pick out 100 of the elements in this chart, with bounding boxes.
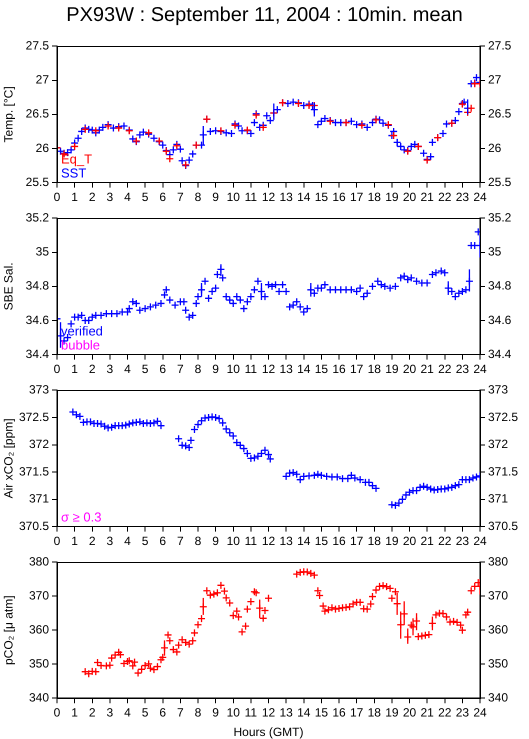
x-tick-label: 18	[368, 706, 382, 720]
y-tick-label: 34.4	[26, 346, 50, 361]
x-tick-label: 19	[385, 534, 399, 548]
y-axis-title: Temp. [°C]	[2, 86, 16, 142]
x-tick-label: 4	[124, 706, 132, 720]
x-tick-label: 18	[368, 190, 382, 204]
x-tick-label: 15	[314, 534, 328, 548]
y-tick-label: 26	[36, 140, 50, 155]
y-tick-label: 370.5	[18, 518, 50, 533]
x-tick-label: 8	[194, 190, 202, 204]
y2-tick-label: 373	[488, 382, 508, 397]
x-tick-label: 3	[106, 362, 114, 376]
x-tick-label: 21	[420, 362, 434, 376]
x-tick-label: 13	[279, 534, 294, 548]
x-tick-label: 16	[332, 706, 346, 720]
x-tick-label: 18	[368, 362, 382, 376]
y-tick-label: 371	[28, 492, 50, 506]
x-tick-label: 23	[456, 190, 470, 204]
x-tick-label: 2	[88, 190, 96, 204]
x-tick-label: 5	[142, 190, 149, 204]
x-tick-label: 20	[402, 190, 416, 204]
x-tick-label: 11	[244, 362, 258, 376]
x-tick-label: 13	[279, 190, 294, 204]
y-axis-title: SBE Sal.	[2, 262, 16, 310]
y2-tick-label: 372	[488, 437, 508, 452]
x-tick-label: 21	[420, 706, 434, 720]
x-axis-title: Hours (GMT)	[234, 725, 304, 739]
x-tick-label: 3	[106, 534, 114, 548]
x-tick-label: 1	[71, 534, 78, 548]
x-tick-label: 17	[350, 190, 364, 204]
y-tick-label: 27.5	[26, 38, 50, 53]
y2-tick-label: 27	[488, 72, 502, 87]
x-tick-label: 15	[314, 706, 328, 720]
x-tick-label: 24	[473, 534, 487, 548]
x-tick-label: 22	[438, 362, 452, 376]
y2-tick-label: 26.5	[488, 106, 512, 121]
y2-tick-label: 26	[488, 140, 502, 155]
x-tick-label: 9	[212, 362, 220, 376]
x-tick-label: 24	[473, 706, 487, 720]
y2-tick-label: 35	[488, 244, 502, 259]
x-tick-label: 23	[456, 706, 470, 720]
x-tick-label: 11	[244, 534, 258, 548]
x-tick-label: 4	[124, 190, 132, 204]
x-tick-label: 4	[124, 534, 132, 548]
x-tick-label: 16	[332, 362, 346, 376]
x-tick-label: 7	[177, 190, 184, 204]
y-tick-label: 35.2	[26, 210, 50, 225]
x-tick-label: 0	[54, 190, 61, 204]
x-tick-label: 12	[262, 534, 276, 548]
x-tick-label: 10	[226, 706, 240, 720]
series-label: Eq_T	[61, 152, 92, 167]
x-tick-label: 13	[279, 706, 294, 720]
y-tick-label: 371.5	[18, 464, 50, 478]
x-tick-label: 1	[71, 190, 78, 204]
x-tick-label: 20	[402, 706, 416, 720]
y2-tick-label: 360	[488, 622, 508, 637]
x-tick-label: 0	[54, 362, 61, 376]
x-tick-label: 14	[297, 362, 311, 376]
x-tick-label: 7	[177, 534, 184, 548]
y-axis-title: Air xCO₂ [ppm]	[2, 418, 16, 498]
x-tick-label: 16	[332, 534, 346, 548]
x-tick-label: 6	[159, 534, 166, 548]
x-tick-label: 5	[142, 706, 149, 720]
annotation: σ ≥ 0.3	[61, 510, 102, 525]
y2-tick-label: 34.8	[488, 278, 512, 293]
x-tick-label: 5	[142, 362, 149, 376]
x-tick-label: 3	[106, 706, 114, 720]
y-tick-label: 373	[28, 382, 50, 397]
x-tick-label: 6	[159, 190, 166, 204]
y2-tick-label: 370	[488, 588, 508, 603]
x-tick-label: 11	[244, 190, 258, 204]
x-tick-label: 23	[456, 534, 470, 548]
x-tick-label: 22	[438, 190, 452, 204]
y2-tick-label: 340	[488, 690, 508, 705]
y-axis-title: pCO₂ [μ atm]	[2, 595, 16, 665]
y2-tick-label: 34.6	[488, 312, 512, 327]
y2-tick-label: 34.4	[488, 346, 512, 361]
chart-title: PX93W : September 11, 2004 : 10min. mean	[65, 3, 464, 28]
x-tick-label: 12	[262, 706, 276, 720]
y2-tick-label: 35.2	[488, 210, 512, 225]
x-tick-label: 15	[314, 190, 328, 204]
x-tick-label: 1	[71, 362, 78, 376]
x-tick-label: 9	[212, 190, 220, 204]
x-tick-label: 15	[314, 362, 328, 376]
x-tick-label: 24	[473, 190, 487, 204]
x-tick-label: 8	[194, 362, 202, 376]
legend-label: bubble	[61, 338, 100, 353]
x-tick-label: 19	[385, 706, 399, 720]
y2-tick-label: 371	[488, 492, 508, 506]
x-tick-label: 19	[385, 190, 399, 204]
x-tick-label: 10	[226, 362, 240, 376]
y2-tick-label: 350	[488, 656, 508, 671]
x-tick-label: 1	[71, 706, 78, 720]
x-tick-label: 14	[297, 190, 311, 204]
x-tick-label: 2	[88, 706, 96, 720]
y-tick-label: 360	[28, 622, 50, 637]
series-label: SST	[61, 166, 86, 181]
x-tick-label: 6	[159, 706, 166, 720]
y-tick-label: 372	[28, 437, 50, 452]
x-tick-label: 23	[456, 362, 470, 376]
